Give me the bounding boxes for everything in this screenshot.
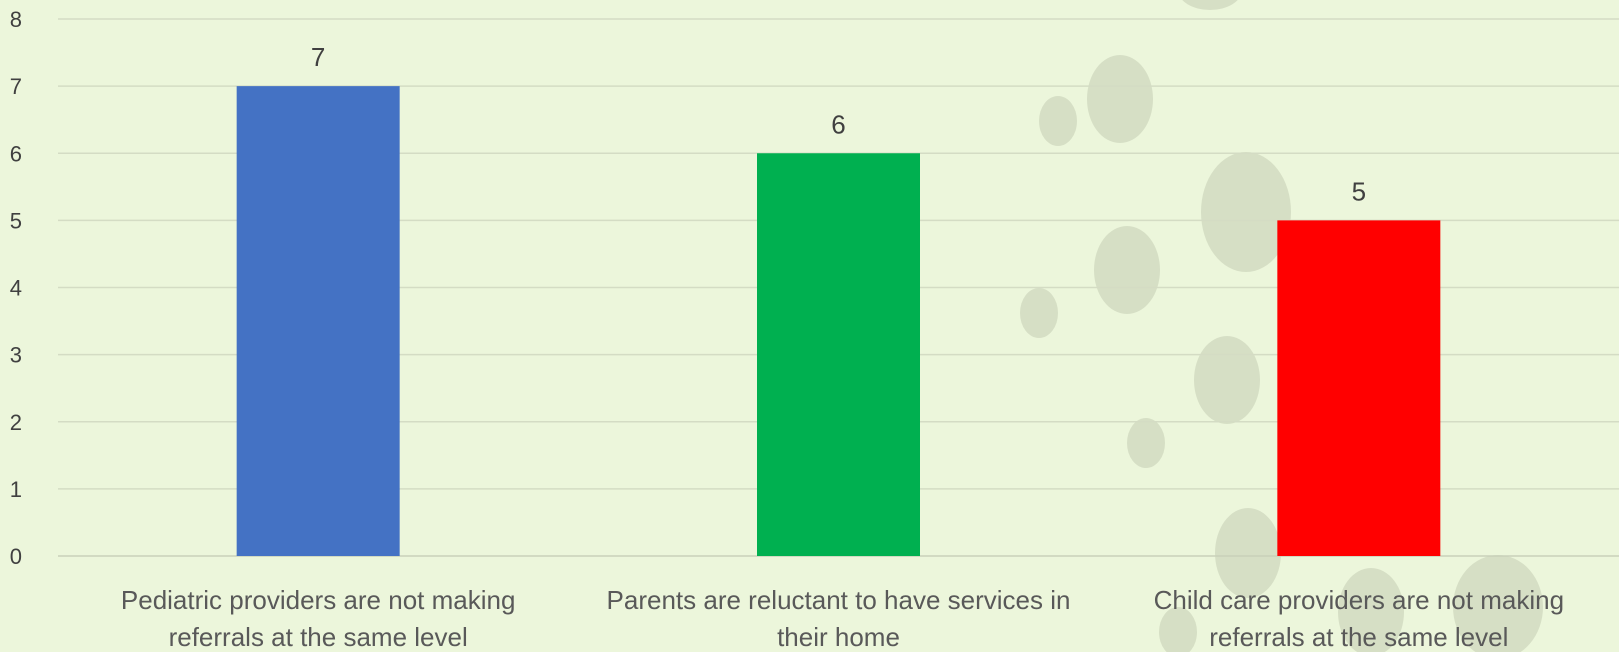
decorative-bubble [1201, 152, 1291, 272]
y-axis-tick-labels: 0 1 2 3 4 5 6 7 8 [10, 7, 22, 569]
category-label: Pediatric providers are not making [121, 585, 516, 615]
decorative-bubble [1094, 226, 1160, 314]
y-tick-label: 3 [10, 343, 22, 368]
bar [236, 86, 400, 556]
y-tick-label: 1 [10, 477, 22, 502]
decorative-bubble [1020, 288, 1058, 338]
y-tick-label: 6 [10, 141, 22, 166]
category-label: Parents are reluctant to have services i… [607, 585, 1071, 615]
bars [236, 86, 1441, 556]
bar [757, 153, 920, 556]
decorative-bubble [1215, 508, 1281, 598]
category-label: their home [777, 622, 900, 652]
y-tick-label: 0 [10, 544, 22, 569]
decorative-bubble [1127, 418, 1165, 468]
decorative-bubble [1087, 55, 1153, 143]
category-labels: Pediatric providers are not making referr… [121, 585, 1564, 652]
y-tick-label: 2 [10, 410, 22, 435]
data-label: 5 [1352, 176, 1366, 206]
decorative-bubble [1194, 336, 1260, 424]
decorative-bubble [1159, 607, 1197, 652]
data-labels: 7 6 5 [311, 42, 1366, 206]
decorative-bubble [1338, 568, 1404, 652]
data-label: 6 [831, 109, 845, 139]
category-label: referrals at the same level [169, 622, 468, 652]
decorative-bubble [1453, 555, 1543, 652]
y-tick-label: 5 [10, 208, 22, 233]
decorative-bubble [1039, 96, 1077, 146]
y-tick-label: 4 [10, 276, 22, 301]
y-tick-label: 8 [10, 7, 22, 32]
y-tick-label: 7 [10, 74, 22, 99]
category-label: Child care providers are not making [1154, 585, 1564, 615]
data-label: 7 [311, 42, 325, 72]
category-label: referrals at the same level [1209, 622, 1508, 652]
decorative-bubble [1182, 0, 1238, 10]
bar [1277, 220, 1441, 556]
background-decorations [1020, 0, 1543, 652]
